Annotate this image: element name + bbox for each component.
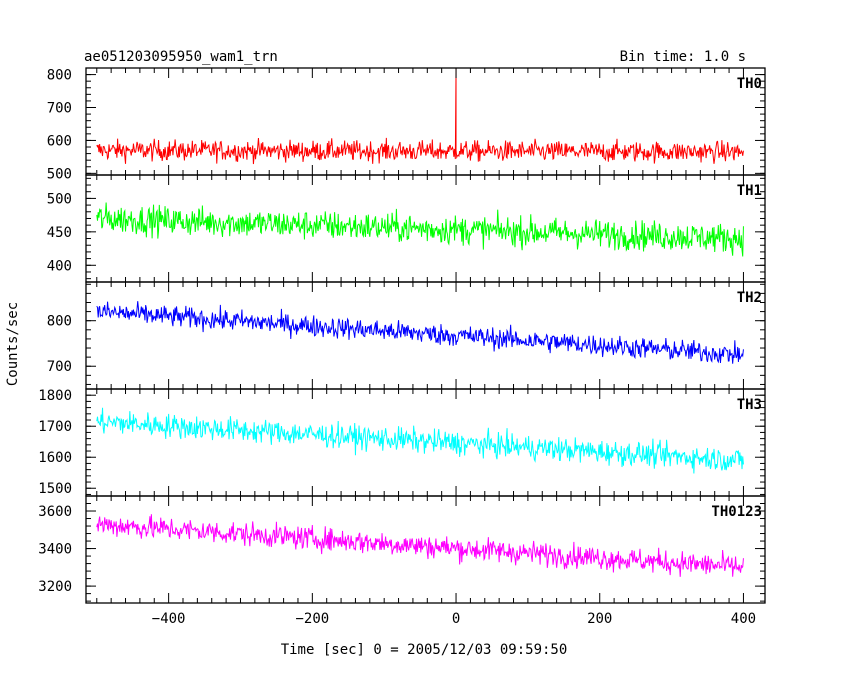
series-line-th2 <box>96 301 744 364</box>
y-tick-label: 500 <box>47 191 72 207</box>
y-tick-label: 600 <box>47 133 72 149</box>
y-tick-label: 450 <box>47 225 72 241</box>
y-tick-label: 3400 <box>38 542 72 558</box>
panel-frame-th0123 <box>85 495 766 604</box>
panel-frame-th0 <box>85 67 766 176</box>
y-tick-label: 700 <box>47 101 72 117</box>
series-line-th0123 <box>96 514 744 577</box>
panel-label-th0: TH0 <box>737 76 762 92</box>
panels-group: TH0 500 600 700 800 TH1 400 450 500 TH2 700 800 TH3 1… <box>38 67 766 627</box>
y-tick-label: 1600 <box>38 450 72 466</box>
panel-frame-th2 <box>85 281 766 390</box>
x-tick-label: 200 <box>587 611 612 627</box>
panel-label-th0123: TH0123 <box>711 504 762 520</box>
x-tick-label: 0 <box>452 611 460 627</box>
panel-label-th2: TH2 <box>737 290 762 306</box>
x-axis-label: Time [sec] 0 = 2005/12/03 09:59:50 <box>281 642 568 658</box>
x-tick-label: −200 <box>295 611 329 627</box>
y-axis-label: Counts/sec <box>5 302 21 386</box>
y-tick-label: 3600 <box>38 504 72 520</box>
y-tick-label: 1500 <box>38 481 72 497</box>
x-tick-label: −400 <box>152 611 186 627</box>
series-line-th3 <box>96 407 744 474</box>
bin-time-label: Bin time: 1.0 s <box>620 49 746 65</box>
y-tick-label: 1800 <box>38 388 72 404</box>
y-tick-label: 3200 <box>38 579 72 595</box>
y-tick-label: 400 <box>47 258 72 274</box>
series-line-th0 <box>96 68 744 165</box>
x-tick-label: 400 <box>731 611 756 627</box>
y-tick-label: 500 <box>47 166 72 182</box>
y-tick-label: 1700 <box>38 419 72 435</box>
panel-label-th1: TH1 <box>737 183 762 199</box>
plot-title: ae051203095950_wam1_trn <box>84 49 278 65</box>
y-tick-label: 800 <box>47 314 72 330</box>
panel-label-th3: TH3 <box>737 397 762 413</box>
y-tick-label: 700 <box>47 359 72 375</box>
y-tick-label: 800 <box>47 68 72 84</box>
series-line-th1 <box>96 202 744 257</box>
